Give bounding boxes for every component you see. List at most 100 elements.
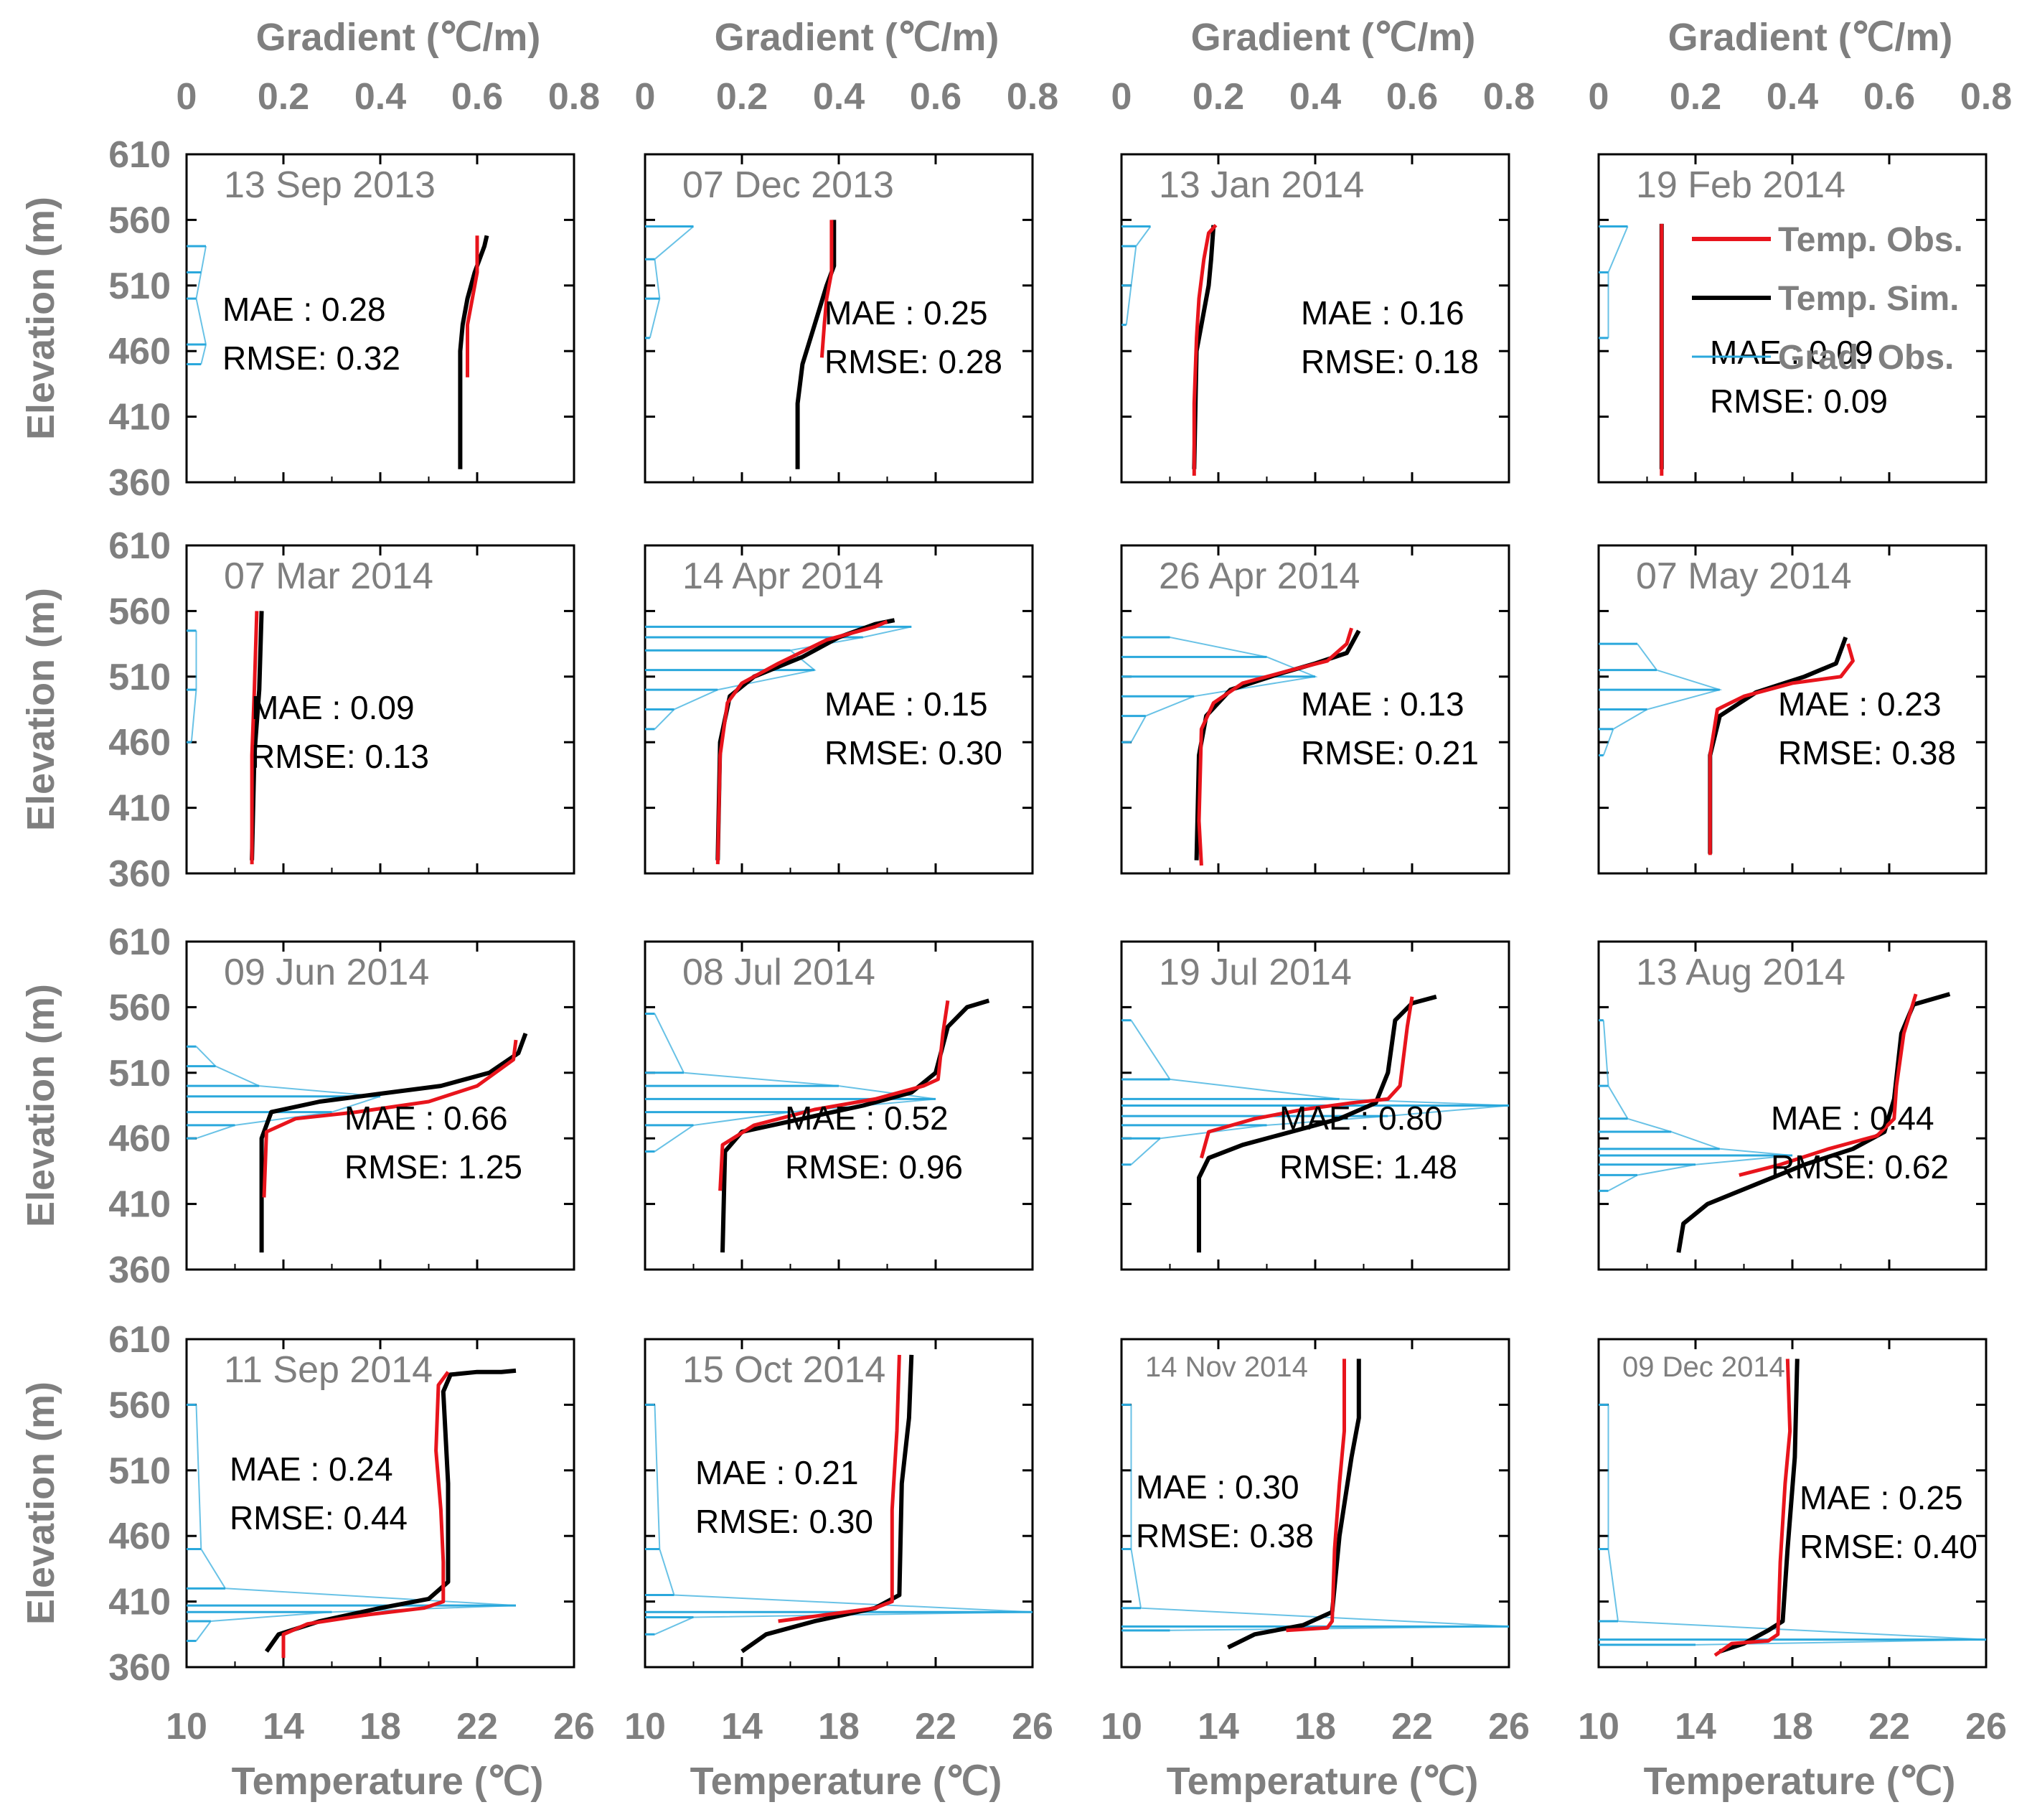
rmse-label: RMSE: 0.30 (695, 1503, 873, 1540)
y-tick-label: 460 (108, 1516, 171, 1557)
y-tick-label: 410 (108, 788, 171, 830)
x-tick-label: 18 (818, 1706, 860, 1748)
top-tick-label: 0.4 (1767, 76, 1818, 118)
y-axis-title: Elevation (m) (19, 1382, 62, 1625)
top-tick-label: 0 (1111, 76, 1132, 118)
obs-temperature-line (1286, 1359, 1346, 1633)
rmse-label: RMSE: 0.13 (251, 738, 429, 775)
y-tick-label: 560 (108, 591, 171, 632)
x-tick-label: 22 (915, 1706, 956, 1748)
y-tick-label: 510 (108, 1450, 171, 1492)
panel-date: 14 Nov 2014 (1145, 1351, 1308, 1383)
top-tick-label: 0.4 (354, 76, 406, 118)
mae-label: MAE : 0.80 (1279, 1099, 1443, 1137)
x-tick-label: 22 (1868, 1706, 1910, 1748)
rmse-label: RMSE: 0.62 (1771, 1148, 1949, 1186)
top-axis-title: Gradient (℃/m) (715, 16, 1000, 59)
x-tick-label: 26 (1488, 1706, 1530, 1748)
panel-date: 09 Jun 2014 (224, 952, 429, 993)
panel-4: 19 Feb 2014 MAE : 0.09 RMSE: 0.09 Temp. Obs… (1589, 16, 2012, 484)
x-tick-label: 26 (1012, 1706, 1053, 1748)
mae-label: MAE : 0.52 (785, 1099, 949, 1137)
obs-temperature-line (1192, 224, 1218, 476)
panel-date: 07 May 2014 (1636, 555, 1852, 597)
panel-date: 09 Dec 2014 (1622, 1351, 1785, 1383)
obs-temperature-line (1197, 627, 1353, 866)
x-tick-label: 14 (1675, 1706, 1716, 1748)
y-tick-label: 360 (108, 1249, 171, 1291)
panel-date: 15 Oct 2014 (682, 1349, 885, 1391)
panel-7: 26 Apr 2014 MAE : 0.13 RMSE: 0.21 (1120, 544, 1510, 875)
top-tick-label: 0.2 (1670, 76, 1721, 118)
mae-label: MAE : 0.13 (1301, 685, 1464, 723)
panel-date: 07 Dec 2013 (682, 164, 894, 206)
gradient-line (1130, 637, 1318, 743)
top-tick-label: 0.4 (1289, 76, 1341, 118)
x-tick-label: 22 (456, 1706, 498, 1748)
mae-label: MAE : 0.24 (230, 1450, 393, 1488)
panel-frame (185, 940, 575, 1271)
panel-frame (1597, 940, 1988, 1271)
top-tick-label: 0.6 (910, 76, 961, 118)
panel-frame (1597, 544, 1988, 875)
x-tick-label: 14 (721, 1706, 763, 1748)
top-tick-label: 0 (635, 76, 656, 118)
mae-label: MAE : 0.21 (695, 1454, 859, 1491)
sim-temperature-line (720, 998, 990, 1253)
panel-5: 07 Mar 2014 MAE : 0.09 RMSE: 0.13 610 560 510… (19, 525, 575, 895)
panel-11: 19 Jul 2014 MAE : 0.80 RMSE: 1.48 (1120, 940, 1510, 1271)
top-tick-label: 0.8 (1960, 76, 2012, 118)
x-tick-label: 10 (166, 1706, 207, 1748)
panel-date: 19 Jul 2014 (1159, 952, 1352, 993)
y-tick-label: 610 (108, 921, 171, 963)
y-tick-label: 560 (108, 1384, 171, 1426)
x-tick-label: 26 (553, 1706, 595, 1748)
panel-15: 14 Nov 2014 MAE : 0.30 RMSE: 0.38 10 14 18 22 2… (1101, 1338, 1530, 1803)
y-tick-label: 560 (108, 200, 171, 241)
gradient-line (1607, 1404, 1987, 1646)
panel-13: 11 Sep 2014 MAE : 0.24 RMSE: 0.44 610 560 510… (19, 1319, 595, 1803)
rmse-label: RMSE: 0.30 (824, 734, 1002, 771)
obs-temperature-line (1199, 996, 1414, 1159)
rmse-label: RMSE: 0.28 (824, 343, 1002, 380)
top-tick-label: 0.2 (716, 76, 768, 118)
x-tick-label: 10 (624, 1706, 666, 1748)
panel-frame (644, 544, 1034, 875)
panel-frame (1120, 1338, 1510, 1669)
obs-temperature-line (1713, 1359, 1792, 1657)
y-axis-title: Elevation (m) (19, 588, 62, 831)
panel-date: 26 Apr 2014 (1159, 555, 1360, 597)
x-tick-label: 10 (1578, 1706, 1619, 1748)
y-tick-label: 360 (108, 1647, 171, 1689)
x-axis-title: Temperature (℃) (1644, 1760, 1956, 1803)
panel-date: 13 Sep 2013 (224, 164, 436, 206)
mae-label: MAE : 0.25 (824, 294, 988, 332)
panel-2: 07 Dec 2013 MAE : 0.25 RMSE: 0.28 0 0.2 0.4 0.… (635, 16, 1058, 484)
top-tick-label: 0.6 (451, 76, 503, 118)
legend-sim-label: Temp. Sim. (1778, 280, 1960, 318)
panel-date: 08 Jul 2014 (682, 952, 875, 993)
rmse-label: RMSE: 1.48 (1279, 1148, 1457, 1186)
legend-obs-label: Temp. Obs. (1778, 221, 1963, 259)
panel-date: 14 Apr 2014 (682, 555, 883, 597)
panel-14: 15 Oct 2014 MAE : 0.21 RMSE: 0.30 10 14 18 22 2… (624, 1338, 1053, 1803)
obs-temperature-line (778, 1354, 901, 1623)
panel-12: 13 Aug 2014 MAE : 0.44 RMSE: 0.62 (1597, 940, 1988, 1271)
top-axis-title: Gradient (℃/m) (1191, 16, 1476, 59)
obs-temperature-line (250, 611, 259, 865)
rmse-label: RMSE: 0.18 (1301, 343, 1479, 380)
x-tick-label: 10 (1101, 1706, 1142, 1748)
top-tick-label: 0.8 (1483, 76, 1535, 118)
gradient-line (649, 225, 695, 339)
panel-16: 09 Dec 2014 MAE : 0.25 RMSE: 0.40 10 14 18 22 2… (1578, 1338, 2007, 1803)
gradient-line (195, 1404, 517, 1641)
obs-temperature-line (718, 1000, 950, 1191)
sim-temperature-line (1197, 994, 1437, 1253)
obs-temperature-line (262, 1039, 518, 1198)
top-tick-label: 0.2 (258, 76, 309, 118)
x-tick-label: 14 (263, 1706, 304, 1748)
mae-label: MAE : 0.16 (1301, 294, 1464, 332)
obs-temperature-line (1739, 993, 1918, 1177)
gradient-line (1602, 643, 1723, 756)
